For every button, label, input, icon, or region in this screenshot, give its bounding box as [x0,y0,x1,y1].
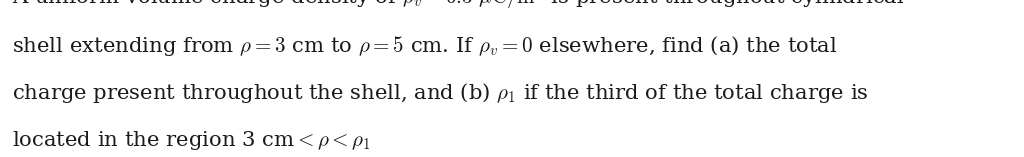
Text: shell extending from $\rho = 3$ cm to $\rho = 5$ cm. If $\rho_v = 0$ elsewhere, : shell extending from $\rho = 3$ cm to $\… [12,34,838,58]
Text: located in the region 3 cm$< \rho < \rho_1$: located in the region 3 cm$< \rho < \rho… [12,129,372,152]
Text: charge present throughout the shell, and (b) $\rho_1$ if the third of the total : charge present throughout the shell, and… [12,81,868,105]
Text: A uniform volume charge density of $\rho_v = 0.3\ \mu\mathrm{C/m^3}$ is present : A uniform volume charge density of $\rho… [12,0,905,11]
